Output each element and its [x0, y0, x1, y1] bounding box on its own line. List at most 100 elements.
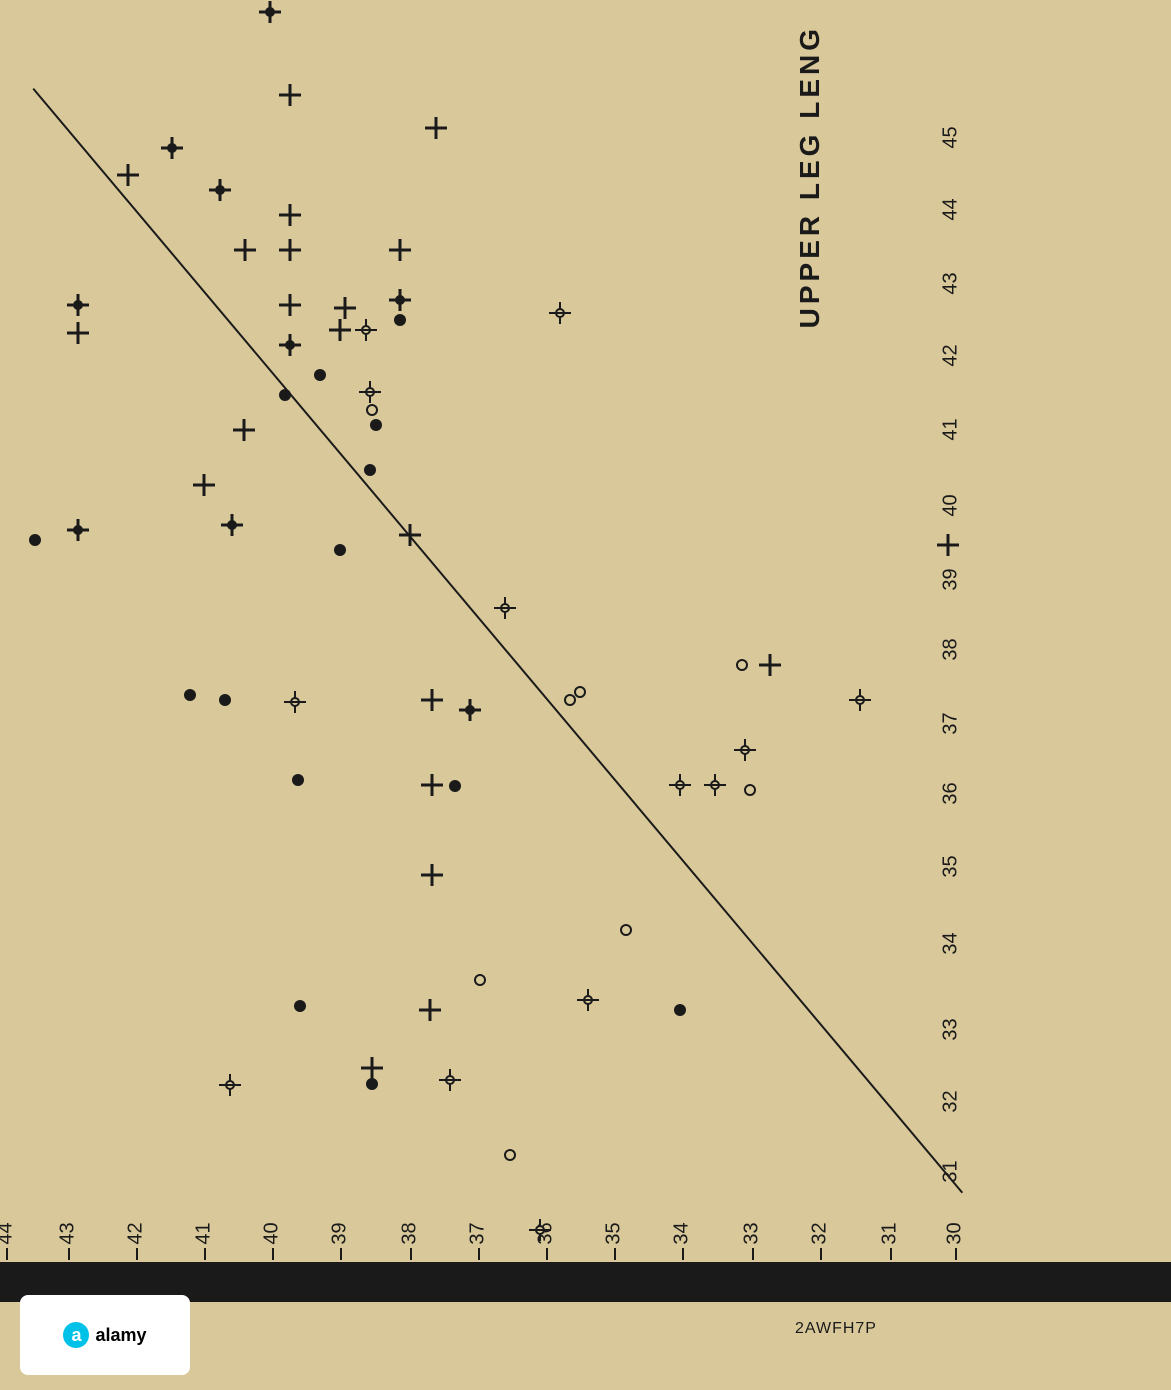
right-tick-label: 43	[940, 272, 963, 294]
data-point	[620, 924, 632, 936]
bottom-tick-mark	[546, 1248, 548, 1260]
data-point	[29, 534, 41, 546]
bottom-tick-label: 41	[193, 1222, 216, 1244]
data-point	[364, 464, 376, 476]
right-tick-label: 41	[940, 418, 963, 440]
bottom-tick-mark	[272, 1248, 274, 1260]
right-tick-label: 37	[940, 712, 963, 734]
data-point	[366, 404, 378, 416]
data-point	[394, 314, 406, 326]
data-point	[529, 1219, 551, 1241]
data-point	[669, 774, 691, 796]
bottom-tick-label: 32	[809, 1222, 832, 1244]
bottom-tick-mark	[6, 1248, 8, 1260]
data-point	[937, 534, 959, 556]
bottom-tick-mark	[955, 1248, 957, 1260]
bottom-tick-label: 39	[329, 1222, 352, 1244]
data-point	[117, 164, 139, 186]
data-point	[294, 1000, 306, 1012]
data-point	[494, 597, 516, 619]
data-point	[221, 514, 243, 536]
right-tick-label: 40	[940, 494, 963, 516]
bottom-tick-mark	[204, 1248, 206, 1260]
data-point	[370, 419, 382, 431]
data-point	[736, 659, 748, 671]
right-tick-label: 38	[940, 638, 963, 660]
right-tick-label: 35	[940, 855, 963, 877]
data-point	[67, 322, 89, 344]
bottom-tick-mark	[136, 1248, 138, 1260]
scatter-chart: UPPER LEG LENG 3031323334353637383940414…	[0, 0, 1171, 1390]
data-point	[279, 334, 301, 356]
data-point	[425, 117, 447, 139]
data-point	[474, 974, 486, 986]
data-point	[419, 999, 441, 1021]
right-tick-label: 33	[940, 1018, 963, 1040]
data-point	[577, 989, 599, 1011]
bottom-tick-label: 43	[57, 1222, 80, 1244]
data-point	[314, 369, 326, 381]
bottom-tick-mark	[478, 1248, 480, 1260]
data-point	[674, 1004, 686, 1016]
bottom-tick-mark	[890, 1248, 892, 1260]
bottom-tick-label: 31	[879, 1222, 902, 1244]
alamy-logo-letter: a	[63, 1322, 89, 1348]
data-point	[734, 739, 756, 761]
data-point	[366, 1078, 378, 1090]
data-point	[421, 689, 443, 711]
bottom-tick-mark	[682, 1248, 684, 1260]
data-point	[361, 1057, 383, 1079]
bottom-tick-label: 33	[741, 1222, 764, 1244]
data-point	[209, 179, 231, 201]
data-point	[193, 474, 215, 496]
data-point	[389, 289, 411, 311]
watermark-text: 2AWFH7P	[795, 1320, 877, 1338]
data-point	[233, 419, 255, 441]
data-point	[334, 297, 356, 319]
bottom-tick-mark	[340, 1248, 342, 1260]
bottom-tick-label: 35	[603, 1222, 626, 1244]
data-point	[219, 1074, 241, 1096]
right-tick-label: 32	[940, 1090, 963, 1112]
bottom-tick-label: 42	[125, 1222, 148, 1244]
data-point	[389, 239, 411, 261]
data-point	[704, 774, 726, 796]
bottom-tick-label: 34	[671, 1222, 694, 1244]
bottom-tick-mark	[752, 1248, 754, 1260]
bottom-tick-label: 38	[399, 1222, 422, 1244]
data-point	[279, 84, 301, 106]
data-point	[849, 689, 871, 711]
right-tick-label: 34	[940, 932, 963, 954]
data-point	[234, 239, 256, 261]
bottom-tick-label: 30	[944, 1222, 967, 1244]
data-point	[449, 780, 461, 792]
data-point	[67, 294, 89, 316]
data-point	[421, 864, 443, 886]
data-point	[759, 654, 781, 676]
data-point	[161, 137, 183, 159]
bottom-tick-mark	[68, 1248, 70, 1260]
data-point	[329, 319, 351, 341]
data-point	[184, 689, 196, 701]
bottom-tick-label: 40	[261, 1222, 284, 1244]
data-point	[421, 774, 443, 796]
bottom-tick-label: 37	[467, 1222, 490, 1244]
right-tick-label: 42	[940, 344, 963, 366]
right-tick-label: 39	[940, 568, 963, 590]
data-point	[279, 294, 301, 316]
data-point	[334, 544, 346, 556]
right-tick-label: 44	[940, 198, 963, 220]
data-point	[355, 319, 377, 341]
data-point	[219, 694, 231, 706]
data-point	[744, 784, 756, 796]
bottom-tick-mark	[614, 1248, 616, 1260]
right-tick-label: 45	[940, 126, 963, 148]
data-point	[284, 691, 306, 713]
data-point	[67, 519, 89, 541]
data-point	[439, 1069, 461, 1091]
data-point	[279, 204, 301, 226]
data-point	[279, 239, 301, 261]
data-point	[259, 1, 281, 23]
right-axis-title: UPPER LEG LENG	[794, 25, 826, 328]
data-point	[549, 302, 571, 324]
